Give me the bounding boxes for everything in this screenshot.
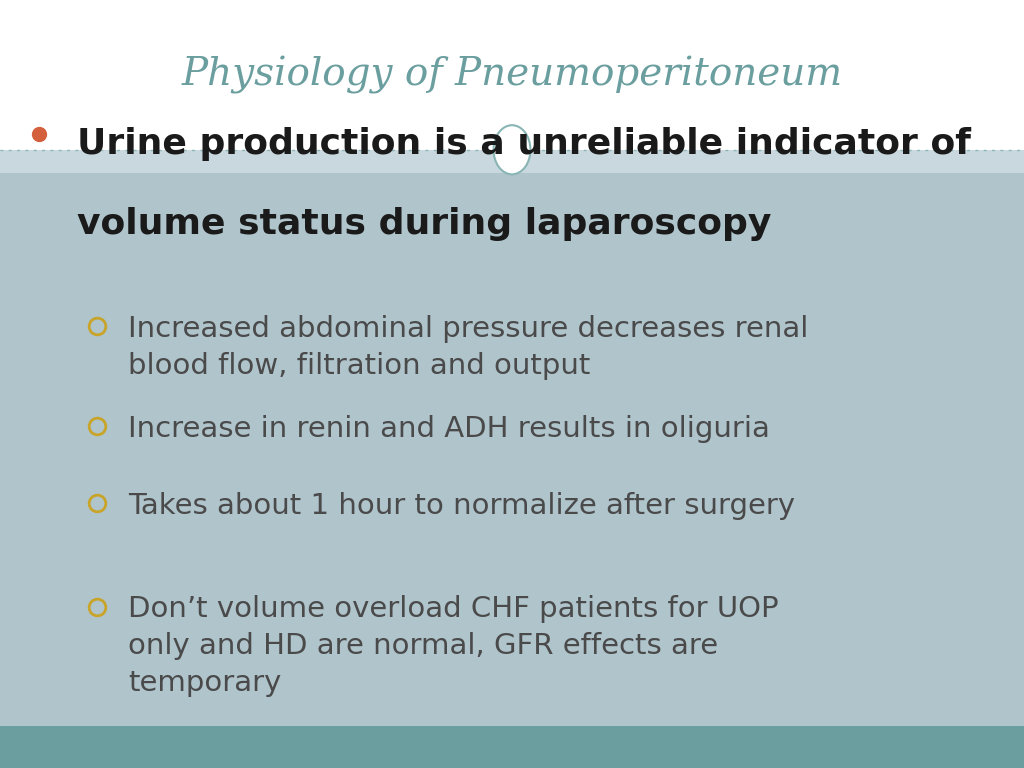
Text: volume status during laparoscopy: volume status during laparoscopy [77,207,771,241]
Text: Increased abdominal pressure decreases renal
blood flow, filtration and output: Increased abdominal pressure decreases r… [128,315,808,379]
FancyBboxPatch shape [0,150,1024,726]
FancyBboxPatch shape [0,150,1024,173]
FancyBboxPatch shape [0,726,1024,768]
Text: Urine production is a unreliable indicator of: Urine production is a unreliable indicat… [77,127,971,161]
Text: Increase in renin and ADH results in oliguria: Increase in renin and ADH results in oli… [128,415,770,442]
FancyBboxPatch shape [0,0,1024,150]
Text: Don’t volume overload CHF patients for UOP
only and HD are normal, GFR effects a: Don’t volume overload CHF patients for U… [128,595,778,697]
Ellipse shape [494,125,530,174]
Text: Physiology of Pneumoperitoneum: Physiology of Pneumoperitoneum [181,56,843,94]
Text: Takes about 1 hour to normalize after surgery: Takes about 1 hour to normalize after su… [128,492,795,519]
